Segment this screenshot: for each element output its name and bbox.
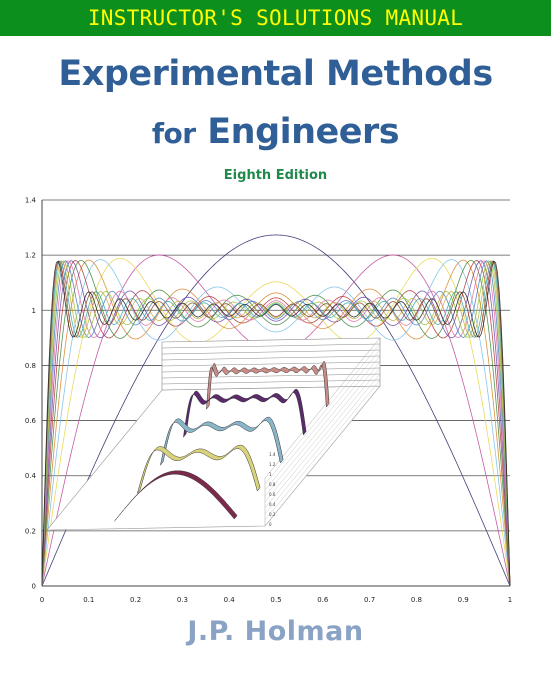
x-tick-label: 0.1 [83, 596, 94, 604]
fourier-series-line [41, 259, 511, 587]
fourier-series-line [41, 234, 511, 587]
inset-side-gridline [264, 367, 381, 509]
inset-ribbon [137, 444, 261, 494]
fourier-chart: 0 0.1 0.2 0.3 0.4 0.5 0.6 0.7 0.8 0.9 1 0 0.2 0.4 0.6… [25, 197, 512, 605]
inset-side-gridline [264, 343, 381, 485]
inset-gridline [161, 343, 381, 349]
inset-gridline [161, 361, 381, 367]
y-tick-labels: 0 0.2 0.4 0.6 0.8 1 1.2 1.4 [25, 197, 37, 591]
book-title-line1: Experimental Methods [58, 54, 493, 94]
fourier-series-line [41, 260, 511, 587]
inset-ribbon [206, 360, 330, 410]
banner-text: INSTRUCTOR'S SOLUTIONS MANUAL [87, 6, 464, 30]
inset-side-gridline [264, 379, 381, 521]
y-tick-label: 0.4 [25, 472, 37, 480]
inset-side-gridline [264, 349, 381, 491]
inset-ribbon [183, 388, 307, 439]
x-tick-label: 0.8 [411, 596, 422, 604]
fourier-series-line [41, 259, 511, 587]
x-tick-labels: 0 0.1 0.2 0.3 0.4 0.5 0.6 0.7 0.8 0.9 1 [40, 596, 512, 604]
chart-axes [41, 200, 510, 587]
y-tick-label: 1.4 [25, 197, 37, 205]
y-tick-label: 0.8 [25, 362, 36, 370]
inset-ribbon [114, 470, 238, 522]
x-tick-label: 1 [508, 596, 512, 604]
fourier-series-line [41, 260, 511, 587]
inset-z-tick-label: 0.8 [269, 482, 276, 487]
edition-label: Eighth Edition [223, 168, 328, 183]
x-tick-label: 0.6 [317, 596, 329, 604]
inset-gridline [161, 379, 381, 385]
3d-inset: 1.4 1.2 1 0.8 0.6 0.4 0.2 0 [46, 337, 381, 531]
inset-z-tick-label: 0.4 [269, 502, 276, 507]
y-tick-label: 1.2 [25, 252, 36, 260]
inset-z-tick-label: 0.6 [269, 492, 276, 497]
inset-z-tick-label: 1.4 [269, 452, 276, 457]
book-title-line2: for Engineers [0, 112, 551, 152]
inset-side-gridline [264, 361, 381, 503]
inset-ribbon [160, 416, 284, 466]
author-name: J.P. Holman [187, 616, 364, 647]
fourier-series-line [41, 260, 511, 587]
fourier-series-line [41, 260, 511, 587]
title-engineers: Engineers [207, 112, 400, 152]
inset-gridline [161, 355, 381, 361]
x-tick-label: 0.4 [224, 596, 236, 604]
inset-z-tick-label: 0 [269, 522, 272, 527]
x-tick-label: 0.9 [458, 596, 469, 604]
inset-side-gridline [264, 385, 381, 527]
inset-side-gridline [264, 373, 381, 515]
inset-z-tick-label: 1.2 [269, 462, 276, 467]
inset-side-gridline [264, 355, 381, 497]
title-for: for [151, 117, 196, 150]
x-tick-label: 0.3 [177, 596, 188, 604]
y-tick-label: 0.2 [25, 527, 36, 535]
fourier-series-line [41, 258, 511, 587]
fourier-series-line [41, 259, 511, 587]
inset-gridline [161, 349, 381, 355]
inset-z-tick-label: 1 [269, 472, 272, 477]
x-tick-label: 0.2 [130, 596, 141, 604]
y-tick-label: 0.6 [25, 417, 37, 425]
y-tick-label: 1 [32, 307, 36, 315]
inset-z-tick-label: 0.2 [269, 512, 276, 517]
x-tick-label: 0.7 [364, 596, 375, 604]
fourier-series-line [41, 260, 511, 587]
fourier-series-line [41, 260, 511, 587]
x-tick-label: 0 [40, 596, 44, 604]
inset-gridline [161, 373, 381, 379]
instructors-manual-banner: INSTRUCTOR'S SOLUTIONS MANUAL [0, 0, 551, 36]
fourier-series-line [41, 260, 511, 587]
chart-curves [41, 234, 511, 587]
y-tick-label: 0 [32, 583, 36, 591]
x-tick-label: 0.5 [270, 596, 281, 604]
